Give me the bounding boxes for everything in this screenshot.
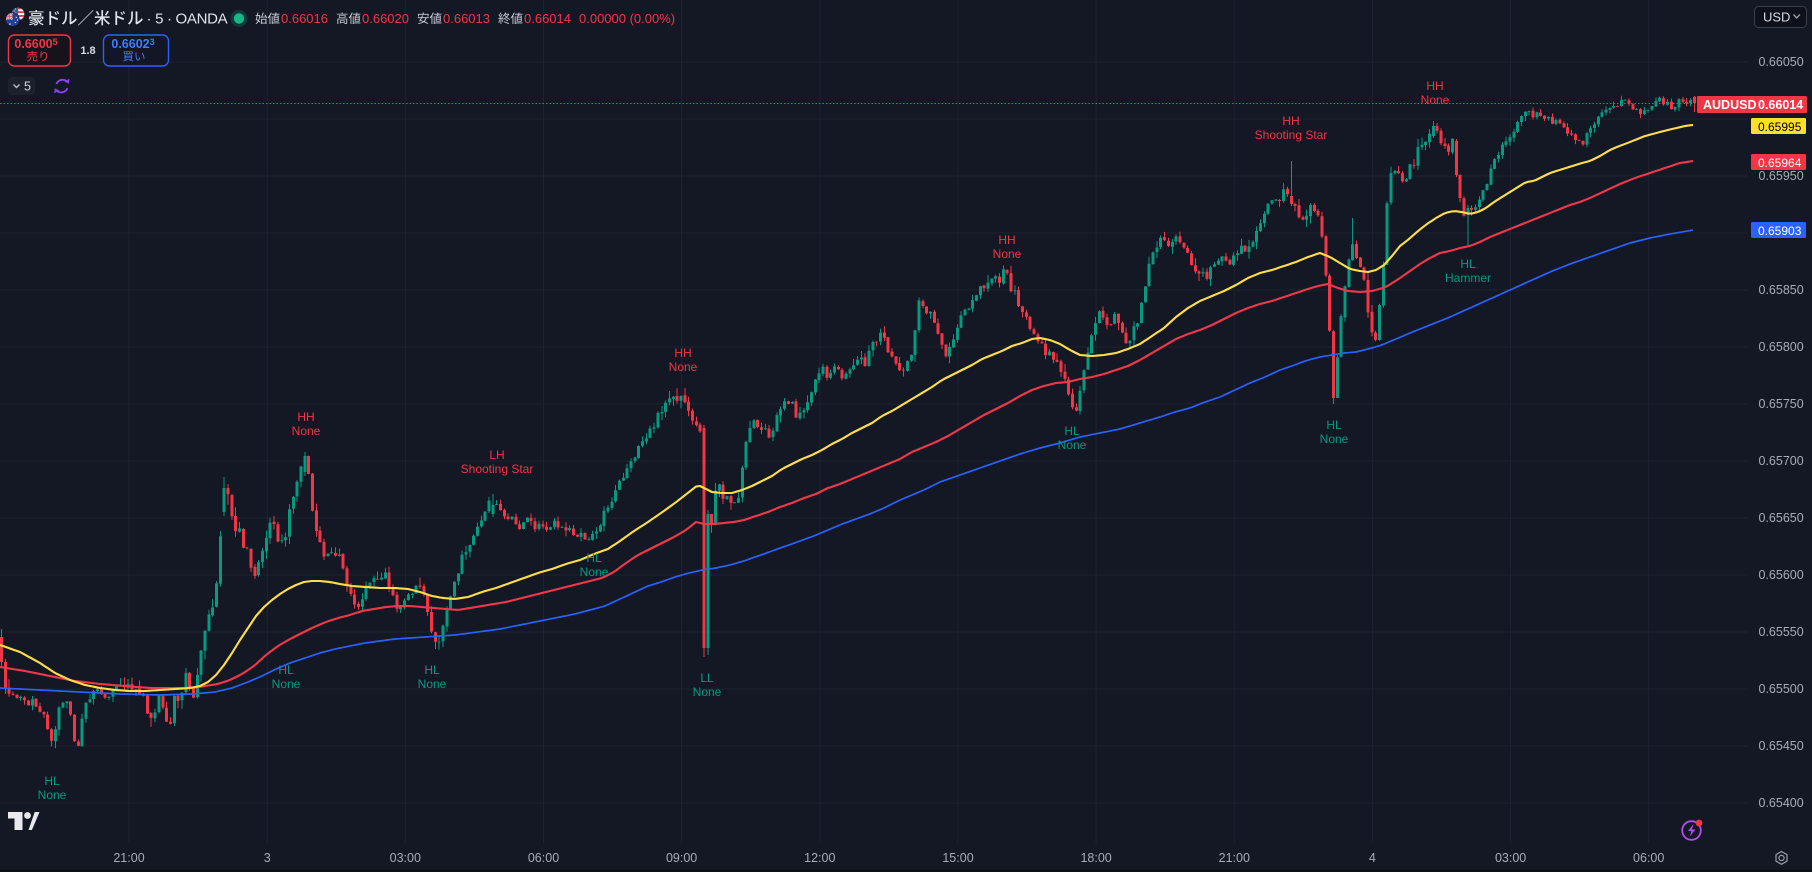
svg-text:0.65750: 0.65750 xyxy=(1759,397,1804,411)
svg-text:HL: HL xyxy=(424,663,440,677)
svg-text:HL: HL xyxy=(1460,257,1476,271)
svg-text:HH: HH xyxy=(998,233,1015,247)
svg-text:03:00: 03:00 xyxy=(390,851,421,865)
svg-text:HH: HH xyxy=(297,410,314,424)
svg-text:· 5 · OANDA: · 5 · OANDA xyxy=(147,11,228,28)
svg-text:0.66020: 0.66020 xyxy=(362,11,409,26)
svg-text:0.65500: 0.65500 xyxy=(1759,682,1804,696)
svg-text:0.65400: 0.65400 xyxy=(1759,796,1804,810)
svg-text:None: None xyxy=(993,247,1022,261)
svg-text:1.8: 1.8 xyxy=(80,45,95,57)
svg-text:15:00: 15:00 xyxy=(942,851,973,865)
svg-text:Shooting Star: Shooting Star xyxy=(461,462,534,476)
svg-text:HH: HH xyxy=(674,346,691,360)
svg-text:None: None xyxy=(669,360,698,374)
svg-text:None: None xyxy=(693,685,722,699)
svg-text:0.66005: 0.66005 xyxy=(14,37,57,51)
svg-text:06:00: 06:00 xyxy=(1633,851,1664,865)
svg-text:HL: HL xyxy=(1064,424,1080,438)
svg-text:0.66023: 0.66023 xyxy=(111,37,154,51)
svg-text:4: 4 xyxy=(1369,851,1376,865)
svg-text:HL: HL xyxy=(44,774,60,788)
svg-text:Shooting Star: Shooting Star xyxy=(1255,128,1328,142)
svg-text:0.65964: 0.65964 xyxy=(1758,156,1802,170)
svg-text:USD: USD xyxy=(1763,10,1790,25)
svg-text:None: None xyxy=(272,677,301,691)
svg-text:HH: HH xyxy=(1426,79,1443,93)
svg-text:0.65600: 0.65600 xyxy=(1759,568,1804,582)
svg-text:12:00: 12:00 xyxy=(804,851,835,865)
svg-text:3: 3 xyxy=(264,851,271,865)
svg-text:5: 5 xyxy=(24,80,31,94)
svg-text:LH: LH xyxy=(489,448,504,462)
svg-text:0.65700: 0.65700 xyxy=(1759,454,1804,468)
svg-text:0.66014: 0.66014 xyxy=(524,11,571,26)
svg-text:HH: HH xyxy=(1282,114,1299,128)
svg-text:21:00: 21:00 xyxy=(113,851,144,865)
svg-text:0.66014: 0.66014 xyxy=(1758,98,1803,112)
svg-text:LL: LL xyxy=(700,671,714,685)
svg-text:0.65903: 0.65903 xyxy=(1758,224,1802,238)
svg-text:HL: HL xyxy=(586,551,602,565)
svg-text:None: None xyxy=(1058,438,1087,452)
svg-text:0.66013: 0.66013 xyxy=(443,11,490,26)
svg-text:AUDUSD: AUDUSD xyxy=(1703,98,1756,112)
svg-text:0.65450: 0.65450 xyxy=(1759,739,1804,753)
svg-text:0.66050: 0.66050 xyxy=(1759,55,1804,69)
svg-text:0.66016: 0.66016 xyxy=(281,11,328,26)
svg-text:18:00: 18:00 xyxy=(1080,851,1111,865)
svg-text:0.65950: 0.65950 xyxy=(1759,169,1804,183)
svg-text:0.65800: 0.65800 xyxy=(1759,340,1804,354)
svg-text:HL: HL xyxy=(1326,418,1342,432)
svg-text:0.65850: 0.65850 xyxy=(1759,283,1804,297)
svg-text:21:00: 21:00 xyxy=(1219,851,1250,865)
svg-text:03:00: 03:00 xyxy=(1495,851,1526,865)
svg-text:0.65995: 0.65995 xyxy=(1758,120,1802,134)
svg-text:None: None xyxy=(292,424,321,438)
svg-text:0.00000 (0.00%): 0.00000 (0.00%) xyxy=(579,11,675,26)
svg-text:0.65650: 0.65650 xyxy=(1759,511,1804,525)
svg-text:09:00: 09:00 xyxy=(666,851,697,865)
svg-text:None: None xyxy=(1320,432,1349,446)
svg-text:None: None xyxy=(418,677,447,691)
svg-text:06:00: 06:00 xyxy=(528,851,559,865)
svg-text:HL: HL xyxy=(278,663,294,677)
svg-text:None: None xyxy=(38,788,67,802)
svg-text:None: None xyxy=(580,565,609,579)
svg-text:0.65550: 0.65550 xyxy=(1759,625,1804,639)
svg-text:None: None xyxy=(1421,93,1450,107)
svg-text:Hammer: Hammer xyxy=(1445,271,1491,285)
